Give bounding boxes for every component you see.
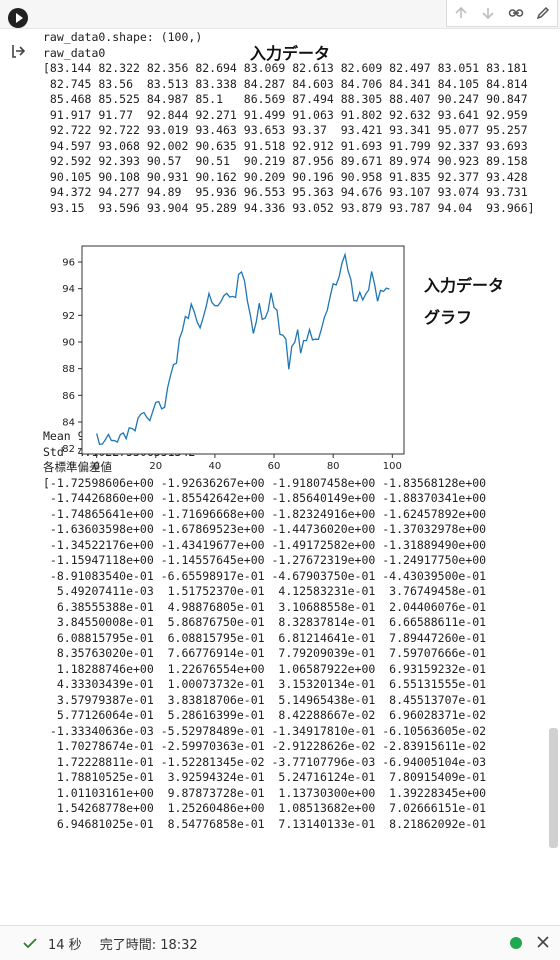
status-bar: 14 秒 完了時間: 18:32 <box>0 925 560 960</box>
y-tick-label: 84 <box>62 418 75 429</box>
output-line: raw_data0.shape: (100,) <box>43 30 203 44</box>
output-line: 92.722 92.722 93.019 93.463 93.653 93.37… <box>43 123 528 137</box>
stats-line: 5.77126064e-01 5.28616399e-01 8.42288667… <box>43 708 487 722</box>
run-cell-button[interactable] <box>8 8 28 28</box>
output-line: 90.105 90.108 90.931 90.162 90.209 90.19… <box>43 169 528 184</box>
output-icon[interactable] <box>11 42 29 60</box>
stats-line: -1.34522176e+00 -1.43419677e+00 -1.49172… <box>43 537 487 552</box>
x-tick-label: 40 <box>209 461 222 472</box>
y-tick-label: 82 <box>62 444 75 455</box>
stats-line: 1.70278674e-01 -2.59970363e-01 -2.912286… <box>43 739 487 753</box>
stats-line: [-1.72598606e+00 -1.92636267e+00 -1.9180… <box>43 475 487 490</box>
stats-line: 各標準偏差値 <box>43 460 112 474</box>
y-tick-label: 92 <box>62 311 75 322</box>
stats-line: 6.08815795e-01 6.08815795e-01 6.81214641… <box>43 630 487 645</box>
y-tick-label: 86 <box>62 391 75 402</box>
stats-line: 3.84550008e-01 5.86876750e-01 8.32837814… <box>43 615 487 629</box>
x-tick-label: 100 <box>383 461 402 472</box>
x-tick-label: 80 <box>327 461 340 472</box>
stats-line: 3.57979387e-01 3.83818706e-01 5.14965438… <box>43 692 487 707</box>
close-icon[interactable] <box>536 935 550 949</box>
stats-line: 1.78810525e-01 3.92594324e-01 5.24716124… <box>43 770 487 784</box>
stats-line: 1.72228811e-01 -1.52281345e-02 -3.771077… <box>43 754 487 769</box>
y-tick-label: 94 <box>62 284 75 295</box>
stats-line: -1.33340636e-03 -5.52978489e-01 -1.34917… <box>43 723 487 738</box>
execution-time: 14 秒 <box>48 937 82 953</box>
arrow-down-icon[interactable] <box>479 4 497 22</box>
raw-data-output: raw_data0.shape: (100,) raw_data0 [83.144 … <box>43 30 548 216</box>
stats-line: 6.38555388e-01 4.98876805e-01 3.10688558… <box>43 599 487 614</box>
output-line: 94.597 93.068 92.002 90.635 91.518 92.91… <box>43 138 528 153</box>
completion-time: 完了時間: 18:32 <box>99 937 198 953</box>
link-icon[interactable] <box>507 4 525 22</box>
stats-line: 8.35763020e-01 7.66776914e-01 7.79209039… <box>43 646 487 660</box>
status-indicator-icon <box>510 937 522 949</box>
vertical-scrollbar[interactable] <box>549 728 558 848</box>
output-line: 91.917 91.77 92.844 92.271 91.499 91.063… <box>43 107 528 122</box>
stats-line: 1.54268778e+00 1.25260486e+00 1.08513682… <box>43 801 487 815</box>
cell-header <box>0 0 560 29</box>
output-line: 93.15 93.596 93.904 95.289 94.336 93.052… <box>43 200 535 215</box>
annotation-graph-title: 入力データ <box>424 276 505 295</box>
y-tick-label: 90 <box>62 338 75 349</box>
stats-line: -1.74426860e+00 -1.85542642e+00 -1.85640… <box>43 491 487 505</box>
stats-line: -1.15947118e+00 -1.14557645e+00 -1.27672… <box>43 553 487 567</box>
annotation-input-data: 入力データ <box>250 44 331 63</box>
check-icon <box>23 938 37 949</box>
stats-line: 5.49207411e-03 1.51752370e-01 4.12583231… <box>43 584 487 598</box>
output-line: [83.144 82.322 82.356 82.694 83.069 82.6… <box>43 61 528 75</box>
stats-line: 4.33303439e-01 1.00073732e-01 3.15320134… <box>43 677 487 691</box>
stats-output: Mean 90.22447000000003Std 4.102275306351… <box>43 429 548 832</box>
x-tick-label: 60 <box>268 461 281 472</box>
output-line: 94.372 94.277 94.89 95.936 96.553 95.363… <box>43 185 528 199</box>
stats-line: 1.01103161e+00 9.87873728e-01 1.13730300… <box>43 785 487 800</box>
output-line: raw_data0 <box>43 45 106 60</box>
output-line: 92.592 92.393 90.57 90.51 90.219 87.956 … <box>43 154 528 168</box>
x-tick-label: 0 <box>93 461 99 472</box>
edit-icon[interactable] <box>534 4 552 22</box>
y-tick-label: 96 <box>62 258 75 269</box>
stats-line: 6.94681025e-01 8.54776858e-01 7.13140133… <box>43 816 487 831</box>
output-line: 82.745 83.56 83.513 83.338 84.287 84.603… <box>43 76 528 91</box>
stats-line: -8.91083540e-01 -6.65598917e-01 -4.67903… <box>43 568 487 583</box>
arrow-up-icon[interactable] <box>452 4 470 22</box>
plot-frame <box>81 245 405 455</box>
y-tick-label: 88 <box>62 364 75 375</box>
cell-toolbar <box>446 0 558 27</box>
stats-line: -1.63603598e+00 -1.67869523e+00 -1.44736… <box>43 522 487 536</box>
line-chart: 0 20 40 60 80 100 82 84 86 88 90 92 94 96 <box>62 245 405 472</box>
annotation-graph-subtitle: グラフ <box>424 308 473 327</box>
output-line: 85.468 85.525 84.987 85.1 86.569 87.494 … <box>43 92 528 106</box>
stats-line: -1.74865641e+00 -1.71696668e+00 -1.82324… <box>43 506 487 521</box>
stats-line: 1.18288746e+00 1.22676554e+00 1.06587922… <box>43 661 487 676</box>
series-line <box>96 252 390 446</box>
x-tick-label: 20 <box>149 461 162 472</box>
